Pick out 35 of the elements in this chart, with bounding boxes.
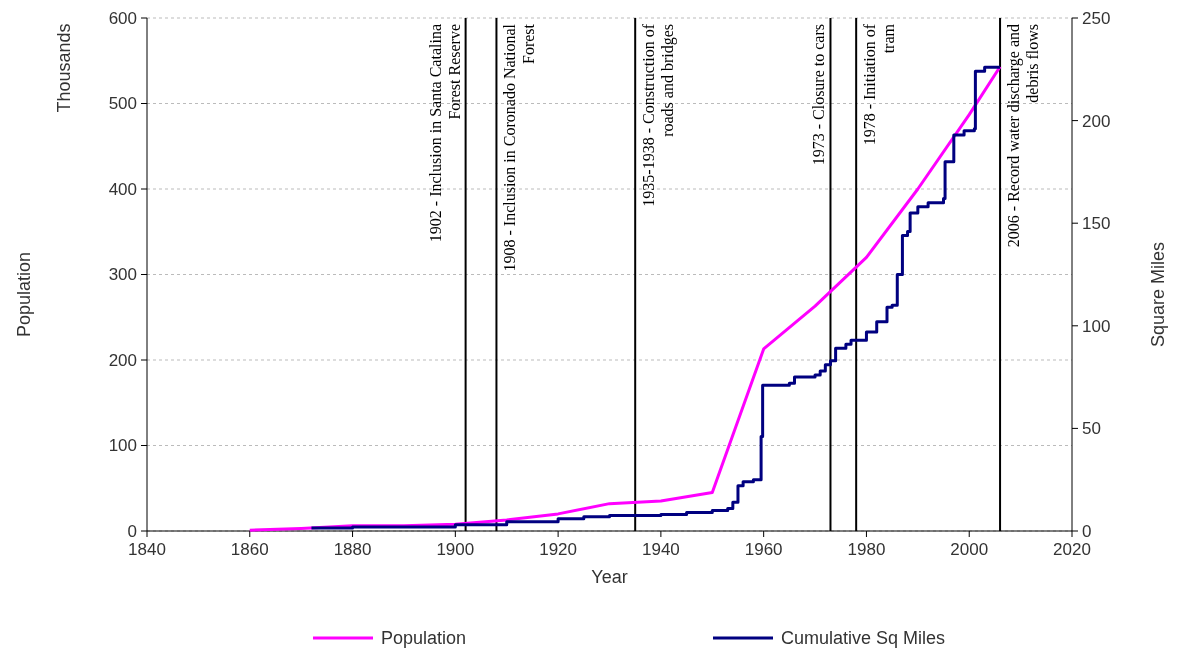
y-tick-label: 600	[108, 8, 137, 28]
x-axis-title: Year	[591, 567, 628, 587]
ref-line-label: 1908 - Inclusion in Coronado National Forest	[501, 23, 538, 272]
x-tick-label: 1900	[436, 540, 475, 559]
x-tick-label: 1960	[744, 540, 783, 559]
ref-line-label: 1973 - Closure to cars	[810, 24, 828, 166]
y2-axis-title: Square Miles	[1148, 241, 1169, 348]
y-tick-label: 200	[108, 350, 137, 370]
x-tick-label: 1880	[333, 540, 372, 559]
x-tick-label: 2020	[1053, 540, 1091, 559]
y2-tick-label: 250	[1082, 8, 1111, 28]
y-tick-label: 0	[127, 521, 137, 541]
x-tick-label: 1860	[230, 540, 269, 559]
x-tick-label: 2000	[950, 540, 989, 559]
ref-line-label: 1978 - Initiation of tram	[861, 23, 898, 146]
y-tick-label: 400	[108, 179, 137, 199]
y2-tick-label: 100	[1082, 316, 1111, 336]
y2-tick-label: 150	[1082, 214, 1111, 234]
y-tick-label: 300	[108, 265, 137, 285]
y2-tick-label: 50	[1082, 419, 1101, 439]
y-tick-label: 100	[108, 436, 137, 456]
ref-line-label: 1935-1938 - Construction of roads and bridges	[640, 23, 678, 207]
y2-tick-label: 200	[1082, 111, 1111, 131]
y-tick-label: 500	[108, 94, 137, 114]
ref-line-label: 1902 - Inclusion in Santa Catalina Forest Reserve	[426, 24, 463, 243]
text: Thousands	[54, 23, 75, 113]
x-tick-label: 1920	[539, 540, 578, 559]
ref-line-label: 2006 - Record water discharge and debris flows	[1005, 24, 1042, 248]
y-axis-title: Population	[14, 251, 35, 338]
x-tick-label: 1980	[847, 540, 886, 559]
legend-label: Cumulative Sq Miles	[781, 628, 946, 649]
legend-label: Population	[381, 628, 467, 649]
x-tick-label: 1940	[641, 540, 680, 559]
x-tick-label: 1840	[128, 540, 166, 559]
y2-tick-label: 0	[1082, 521, 1092, 541]
